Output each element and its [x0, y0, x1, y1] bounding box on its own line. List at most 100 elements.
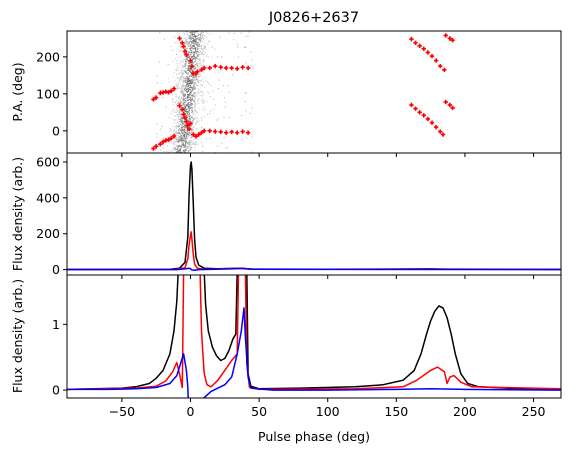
density-dot	[191, 91, 193, 93]
density-dot	[186, 44, 188, 46]
density-dot	[184, 145, 186, 147]
density-dot	[177, 87, 179, 89]
density-dot	[194, 31, 196, 33]
density-dot	[190, 67, 192, 69]
density-dot	[193, 101, 195, 103]
density-dot	[179, 140, 181, 142]
y-tick-label: 600	[36, 154, 60, 169]
density-dot	[174, 80, 176, 82]
density-dot	[195, 82, 197, 84]
density-dot	[190, 144, 192, 146]
density-dot	[156, 82, 158, 84]
density-dot	[180, 92, 182, 94]
density-dot	[176, 100, 178, 102]
density-dot	[184, 102, 186, 104]
density-dot	[186, 111, 188, 113]
density-dot	[201, 119, 203, 121]
density-dot	[187, 40, 188, 42]
density-dot	[232, 74, 233, 76]
density-dot	[182, 90, 184, 92]
pa-point	[409, 36, 414, 42]
pa-point	[450, 38, 455, 43]
pa-point	[184, 119, 189, 124]
density-dot	[182, 109, 184, 111]
density-dot	[247, 35, 249, 37]
pa-point	[413, 106, 418, 111]
density-dot	[202, 85, 204, 87]
density-dot	[196, 81, 198, 83]
density-dot	[199, 37, 201, 39]
density-dot	[206, 64, 208, 66]
density-dot	[193, 43, 195, 45]
pa-point	[425, 116, 431, 122]
density-dot	[207, 81, 209, 83]
density-dot	[191, 136, 193, 138]
density-dot	[158, 61, 160, 63]
density-dot	[188, 99, 190, 101]
density-dot	[176, 131, 178, 133]
density-dot	[184, 144, 186, 146]
density-dot	[188, 67, 190, 69]
density-dot	[179, 87, 181, 89]
density-dot	[172, 94, 174, 96]
density-dot	[179, 136, 181, 138]
density-dot	[169, 140, 171, 142]
density-dot	[181, 142, 183, 144]
density-dot	[174, 102, 176, 104]
density-dot	[188, 81, 190, 83]
density-dot	[166, 137, 168, 139]
density-dot	[177, 116, 179, 118]
density-dot	[189, 106, 191, 108]
density-dot	[192, 141, 194, 143]
density-dot	[179, 115, 181, 117]
density-dot	[178, 130, 180, 132]
density-dot	[167, 78, 169, 80]
density-dot	[217, 145, 219, 147]
density-dot	[179, 125, 181, 127]
density-dot	[190, 136, 192, 138]
density-dot	[201, 127, 203, 128]
density-dot	[174, 115, 176, 117]
density-dot	[184, 124, 186, 126]
density-dot	[187, 103, 189, 105]
density-dot	[191, 123, 193, 125]
density-dot	[190, 95, 192, 97]
density-dot	[185, 60, 187, 62]
density-dot	[192, 76, 194, 78]
density-dot	[187, 33, 189, 35]
density-dot	[185, 80, 187, 82]
density-dot	[180, 114, 182, 116]
pa-point	[166, 137, 171, 142]
density-dot	[187, 68, 189, 70]
density-dot	[187, 72, 189, 74]
pa-point	[202, 65, 207, 71]
density-dot	[186, 31, 188, 33]
density-dot	[190, 32, 192, 34]
density-dot	[201, 52, 203, 54]
density-dot	[181, 71, 183, 73]
density-dot	[188, 78, 190, 80]
density-dot	[187, 99, 189, 101]
profile-line	[67, 267, 561, 272]
density-dot	[190, 38, 192, 40]
density-dot	[191, 75, 193, 77]
density-dot	[216, 119, 218, 121]
density-dot	[208, 83, 210, 85]
density-dot	[183, 107, 185, 109]
density-dot	[187, 44, 189, 46]
density-dot	[188, 56, 190, 58]
density-dot	[195, 66, 197, 68]
density-dot	[168, 117, 170, 119]
pa-point	[182, 49, 188, 54]
density-dot	[180, 110, 182, 112]
density-dot	[203, 60, 205, 62]
density-dot	[201, 61, 203, 63]
density-dot	[191, 148, 193, 150]
density-dot	[176, 85, 178, 87]
density-dot	[175, 138, 177, 140]
density-dot	[204, 47, 206, 49]
density-dot	[191, 95, 193, 97]
density-dot	[202, 109, 204, 111]
density-dot	[185, 143, 187, 145]
density-dot	[183, 131, 185, 133]
